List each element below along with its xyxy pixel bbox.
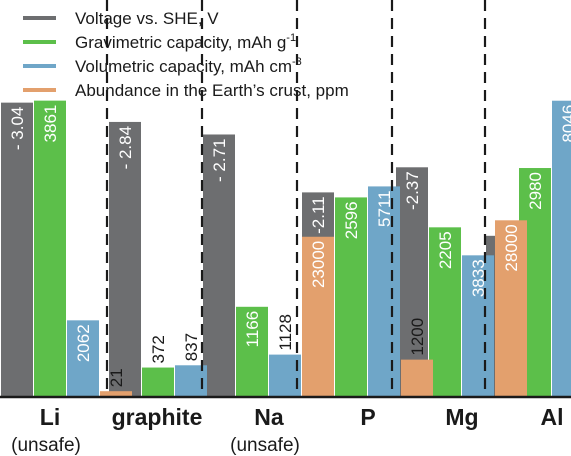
bar-value-label: 2596	[342, 201, 361, 239]
bar-value-label: 3861	[41, 105, 60, 143]
bar-value-label: -2.11	[309, 196, 328, 234]
legend-label: Volumetric capacity, mAh cm-3	[75, 56, 302, 76]
category-label: Li	[40, 404, 60, 430]
category-sublabel: (unsafe)	[230, 435, 300, 456]
bar-graphite-series-2	[142, 367, 174, 396]
bar-li-series-1	[1, 102, 33, 396]
bar-p-series-2	[335, 197, 367, 396]
bar-value-label: - 2.71	[210, 138, 229, 181]
bar-value-label: 21	[107, 368, 126, 387]
bar-value-label: -2.37	[403, 171, 422, 210]
bar-na-series-2	[236, 306, 268, 396]
legend-label: Gravimetric capacity, mAh g-1	[75, 32, 296, 52]
bar-value-label: 28000	[502, 224, 521, 271]
bar-value-label: 372	[149, 335, 168, 363]
bar-na-series-3	[269, 354, 301, 396]
bar-mg-series-3	[462, 255, 494, 396]
bar-value-label: 5711	[375, 190, 394, 227]
bar-li-series-2	[34, 100, 66, 397]
bar-mg-series-1	[396, 167, 428, 396]
bar-value-label: 2062	[74, 324, 93, 362]
bar-value-label: 1200	[408, 318, 427, 356]
bar-li-series-3	[67, 320, 99, 396]
bar-value-label: 23000	[309, 241, 328, 288]
bar-value-label: 837	[182, 333, 201, 361]
bar-mg-series-4	[495, 220, 527, 396]
bar-value-label: 1128	[276, 314, 295, 351]
category-label: Na	[254, 404, 284, 430]
category-label: Al	[541, 404, 564, 430]
bar-na-series-4	[302, 236, 334, 396]
bar-p-series-3	[368, 186, 400, 396]
category-sublabel: (unsafe)	[11, 435, 81, 456]
bar-value-label: 8046	[559, 105, 571, 143]
bar-value-label: - 3.04	[8, 107, 27, 150]
category-label: graphite	[112, 404, 203, 430]
legend-label: Abundance in the Earth’s crust, ppm	[75, 81, 349, 100]
bar-li-series-4	[100, 391, 132, 396]
bar-value-label: 2980	[526, 172, 545, 210]
bar-na-series-1	[203, 134, 235, 397]
bar-p-series-4	[401, 359, 433, 396]
bar-value-label: 2205	[436, 231, 455, 269]
bar-value-label: - 2.84	[116, 126, 135, 169]
bar-value-label: 3833	[469, 259, 488, 297]
bar-al-series-3	[552, 100, 571, 397]
bar-graphite-series-1	[109, 121, 141, 396]
category-label: P	[360, 404, 375, 430]
legend-label: Voltage vs. SHE, V	[75, 9, 219, 28]
bar-mg-series-2	[429, 227, 461, 396]
category-label: Mg	[445, 404, 478, 430]
bar-value-label: 1166	[243, 311, 262, 348]
